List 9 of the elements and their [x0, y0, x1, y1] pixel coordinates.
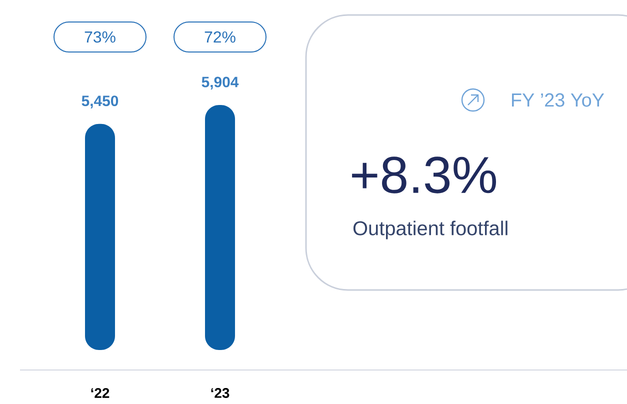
- text: 72%: [204, 31, 236, 43]
- x-tick-label: ‘22: [91, 388, 110, 398]
- data-label: 5,904: [202, 76, 239, 90]
- text: 73%: [84, 31, 116, 43]
- text: FY ’23 YoY: [512, 93, 604, 107]
- text: Outpatient footfall: [353, 220, 508, 240]
- data-label: 5,450: [82, 96, 118, 108]
- x-tick-label: ‘23: [211, 388, 230, 398]
- text: +8.3%: [352, 156, 496, 194]
